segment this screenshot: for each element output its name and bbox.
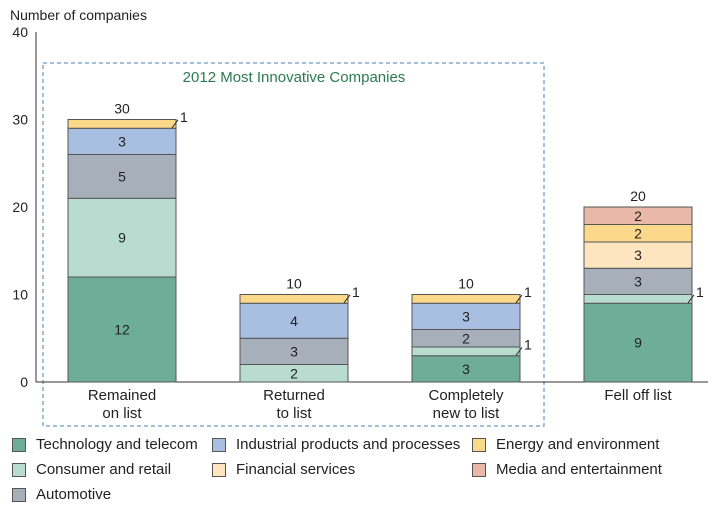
data-label: 3 xyxy=(290,343,298,359)
data-label: 1 xyxy=(524,284,532,300)
legend-swatch xyxy=(212,437,226,452)
bar-segment xyxy=(583,241,693,269)
data-label: 3 xyxy=(634,273,642,289)
legend-swatch xyxy=(212,462,226,477)
bar-segment xyxy=(583,302,693,383)
y-tick-label: 10 xyxy=(12,287,28,303)
x-tick-label: Remained xyxy=(88,387,156,404)
legend-label: Consumer and retail xyxy=(36,461,172,478)
y-tick-label: 40 xyxy=(12,24,28,40)
data-label: 2 xyxy=(634,225,642,241)
y-axis-ticks: 0 10 20 30 40 xyxy=(12,24,28,390)
data-label: 3 xyxy=(462,361,470,377)
data-label: 1 xyxy=(352,284,360,300)
bar-segment xyxy=(67,197,177,278)
data-label: 2 xyxy=(290,365,298,381)
bar-segment xyxy=(583,267,693,295)
legend-item: Consumer and retail xyxy=(12,461,171,478)
legend-item: Energy and environment xyxy=(472,436,659,453)
bar-segment xyxy=(411,294,521,304)
leader-line xyxy=(515,347,523,356)
bar-segment xyxy=(67,127,177,155)
bar-segment xyxy=(411,355,521,383)
data-label: 1 xyxy=(696,284,704,300)
y-axis-title: Number of companies xyxy=(10,7,147,23)
x-tick-label: Completely xyxy=(428,387,504,404)
x-tick-label: new to list xyxy=(433,405,501,422)
bar-segment xyxy=(411,346,521,357)
leader-line xyxy=(687,294,695,304)
legend-swatch xyxy=(472,462,486,477)
data-label: 9 xyxy=(118,230,126,246)
data-label: 2 xyxy=(634,208,642,224)
legend-label: Automotive xyxy=(36,486,112,503)
legend-label: Media and entertainment xyxy=(496,461,662,478)
bar-segment xyxy=(239,337,349,365)
x-tick-label: Returned xyxy=(263,387,325,404)
legend-item: Industrial products and processes xyxy=(212,436,460,453)
bar-segment xyxy=(239,302,349,339)
data-label: 3 xyxy=(118,133,126,149)
legend-item: Media and entertainment xyxy=(472,461,662,478)
y-tick-label: 0 xyxy=(20,374,28,390)
bar-segment xyxy=(67,276,177,383)
legend-swatch xyxy=(12,462,26,477)
legend-label: Energy and environment xyxy=(496,436,660,453)
data-label: 5 xyxy=(118,168,126,184)
legend-label: Technology and telecom xyxy=(36,436,198,453)
total-label: 30 xyxy=(114,101,130,117)
legend-swatch xyxy=(472,437,486,452)
bar-segment xyxy=(67,119,177,129)
legend-item: Financial services xyxy=(212,461,355,478)
x-tick-label: to list xyxy=(276,405,312,422)
total-label: 20 xyxy=(630,188,646,204)
data-label: 12 xyxy=(114,322,130,338)
data-label: 3 xyxy=(634,247,642,263)
x-tick-label: Fell off list xyxy=(604,387,672,404)
leader-line xyxy=(343,294,351,304)
data-label: 9 xyxy=(634,335,642,351)
leader-line xyxy=(515,294,523,304)
legend-swatch xyxy=(12,487,26,502)
legend: Technology and telecom Industrial product… xyxy=(12,436,708,512)
bar-segment xyxy=(67,154,177,199)
x-tick-label: on list xyxy=(102,405,142,422)
data-label: 1 xyxy=(524,336,532,352)
bar-segment xyxy=(239,294,349,304)
data-label: 3 xyxy=(462,308,470,324)
chart-title: 2012 Most Innovative Companies xyxy=(183,69,406,86)
y-tick-label: 30 xyxy=(12,112,28,128)
legend-item: Technology and telecom xyxy=(12,436,198,453)
total-label: 10 xyxy=(286,276,302,292)
data-label: 2 xyxy=(462,330,470,346)
stacked-bar-chart: Number of companies 2012 Most Innovative… xyxy=(10,7,708,427)
legend-label: Industrial products and processes xyxy=(236,436,461,453)
bar-segment xyxy=(583,206,693,225)
bar-segment xyxy=(583,294,693,304)
y-tick-label: 20 xyxy=(12,199,28,215)
total-label: 10 xyxy=(458,276,474,292)
data-label: 4 xyxy=(290,313,298,329)
legend-swatch xyxy=(12,437,26,452)
data-label: 1 xyxy=(180,109,188,125)
leader-line xyxy=(171,119,179,129)
legend-label: Financial services xyxy=(236,461,356,478)
highlight-dashed-box xyxy=(42,62,545,427)
legend-item: Automotive xyxy=(12,486,111,503)
